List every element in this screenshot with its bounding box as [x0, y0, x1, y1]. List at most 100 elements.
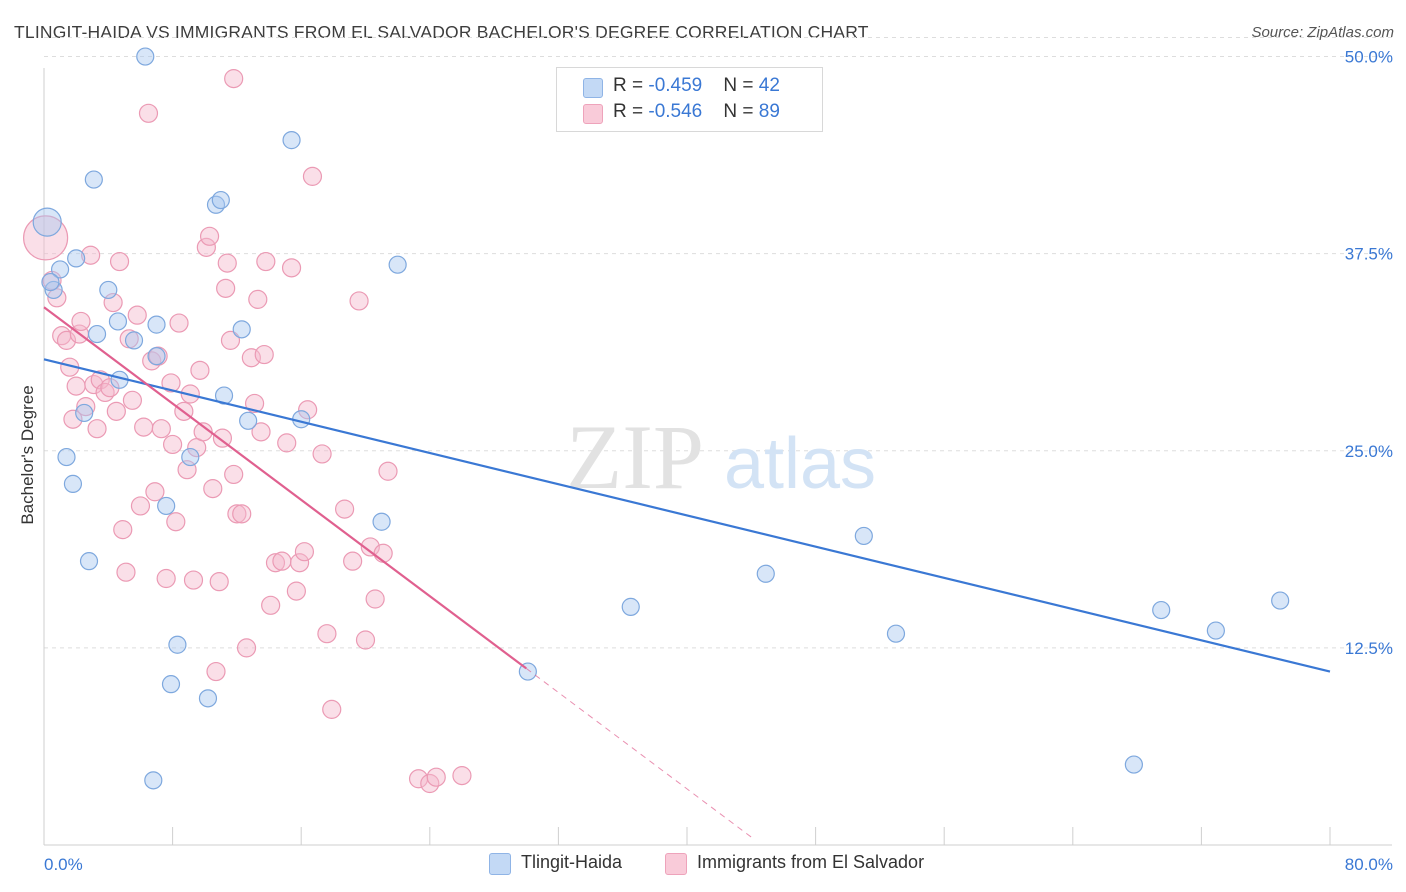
blue-point	[136, 47, 155, 66]
blue-point	[63, 474, 83, 493]
pink-point	[134, 417, 154, 437]
blue-point	[239, 411, 258, 430]
gridlines	[44, 37, 1392, 649]
blue-point	[282, 131, 301, 150]
pink-point	[166, 512, 186, 532]
pink-point	[286, 581, 306, 601]
pink-point	[199, 226, 220, 246]
pink-point	[161, 373, 181, 393]
blue-point	[211, 190, 230, 210]
pink-point	[151, 419, 171, 439]
pink-point	[302, 166, 323, 186]
blue-point	[108, 312, 128, 331]
pink-point	[220, 330, 241, 350]
pink-point	[145, 482, 165, 502]
legend-n-label: N =	[723, 75, 759, 96]
legend-n-value: 89	[758, 101, 780, 122]
pink-point	[127, 305, 147, 325]
legend-r-value: -0.546	[648, 101, 703, 122]
pink-point	[251, 422, 271, 442]
pink-point	[169, 313, 189, 333]
pink-point	[256, 251, 276, 272]
blue-point	[87, 324, 107, 344]
blue-point	[161, 675, 181, 694]
x-tick-label: 80.0%	[1345, 855, 1393, 874]
axes	[43, 68, 1392, 846]
legend-r-label: R =	[613, 101, 649, 122]
blue-point	[388, 255, 407, 274]
pink-point	[294, 542, 315, 562]
watermark-atlas: atlas	[724, 424, 876, 504]
blue-point	[147, 347, 166, 366]
bottom-legend-swatch-pink	[665, 853, 687, 875]
y-tick-label: 50.0%	[1345, 48, 1393, 67]
pink-point	[216, 278, 236, 298]
pink-point	[148, 346, 168, 366]
pink-point	[335, 499, 355, 519]
y-axis-label: Bachelor's Degree	[18, 385, 37, 524]
pink-point	[244, 393, 265, 414]
pink-point	[206, 661, 226, 682]
blue-point	[32, 207, 62, 237]
trend-line-elsalvador	[43, 306, 527, 670]
legend-swatch-blue	[583, 78, 603, 98]
pink-point	[426, 767, 446, 787]
pink-point	[224, 464, 244, 485]
pink-point	[254, 344, 274, 365]
pink-point	[265, 553, 286, 573]
blue-point	[886, 624, 906, 643]
pink-point	[156, 568, 176, 589]
chart-title: TLINGIT-HAIDA VS IMMIGRANTS FROM EL SALV…	[14, 22, 869, 42]
y-tick-labels: 12.5% 25.0% 37.5% 50.0%	[1345, 48, 1393, 658]
pink-point	[343, 551, 363, 571]
pink-point	[81, 245, 101, 265]
pink-point	[248, 289, 268, 309]
pink-point	[378, 461, 398, 481]
legend-n-label: N =	[723, 101, 759, 122]
blue-point	[67, 249, 86, 268]
blue-point	[854, 526, 873, 546]
pink-point	[312, 444, 332, 464]
bottom-legend-swatch-blue	[489, 853, 511, 875]
pink-point	[298, 400, 318, 420]
bottom-legend-label: Immigrants from El Salvador	[697, 852, 925, 872]
x-tick-labels: 0.0% 80.0%	[44, 855, 1393, 874]
blue-point	[157, 496, 176, 516]
pink-point	[209, 572, 229, 592]
pink-point	[190, 360, 210, 380]
blue-point	[621, 597, 640, 616]
pink-point	[355, 630, 376, 650]
pink-point	[317, 624, 337, 644]
trend-line-elsalvador-extension	[525, 667, 752, 838]
pink-point	[113, 520, 133, 540]
blue-point	[50, 260, 70, 279]
legend-r-label: R =	[613, 75, 649, 96]
blue-point	[57, 447, 76, 467]
blue-point	[232, 320, 251, 339]
legend-n-value: 42	[758, 75, 780, 96]
pink-point	[71, 311, 91, 332]
pink-point	[281, 258, 302, 278]
pink-point	[138, 103, 159, 123]
blue-point	[84, 170, 103, 189]
pink-point	[452, 766, 472, 786]
blue-point	[1152, 600, 1171, 620]
pink-point	[106, 401, 126, 421]
pink-point	[116, 562, 136, 582]
pink-point	[196, 237, 216, 257]
trend-lines	[43, 306, 1331, 838]
blue-point	[198, 689, 218, 708]
pink-point	[289, 553, 310, 573]
watermark: ZIP atlas	[566, 406, 876, 508]
pink-point	[236, 638, 257, 658]
pink-point	[272, 551, 292, 571]
blue-point	[124, 331, 144, 350]
pink-point	[122, 390, 143, 410]
blue-points	[32, 47, 1290, 790]
y-tick-label: 12.5%	[1345, 639, 1393, 658]
blue-point	[79, 552, 99, 571]
blue-point	[41, 272, 60, 292]
pink-point	[322, 699, 342, 719]
blue-point	[144, 771, 163, 790]
